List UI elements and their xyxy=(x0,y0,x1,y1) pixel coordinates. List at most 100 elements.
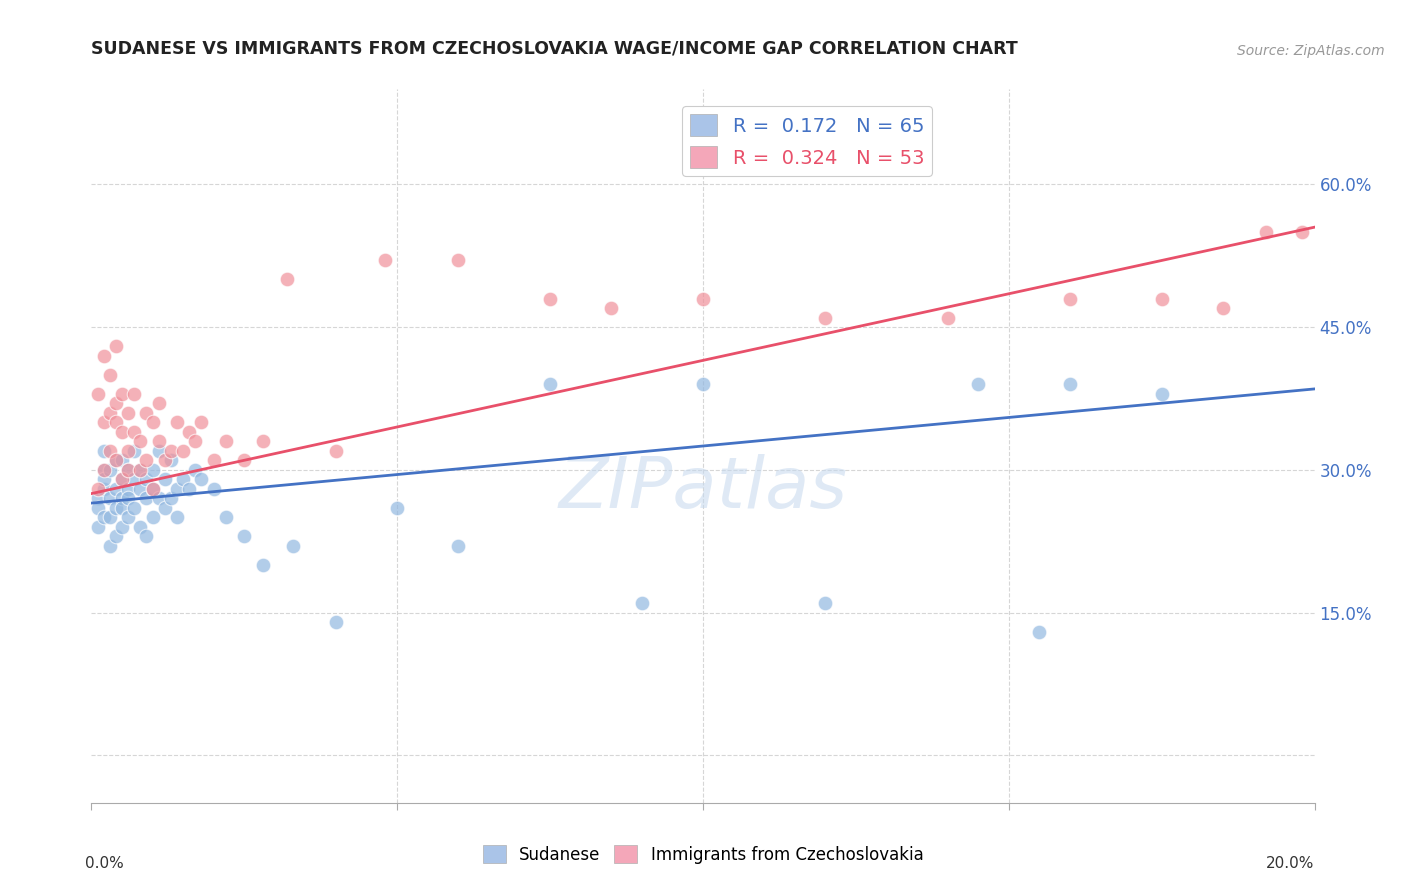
Point xyxy=(166,510,188,524)
Point xyxy=(122,443,145,458)
Point xyxy=(86,491,108,506)
Point xyxy=(184,463,207,477)
Point xyxy=(122,425,145,439)
Point xyxy=(129,482,152,496)
Point xyxy=(117,491,139,506)
Point xyxy=(93,415,115,429)
Point xyxy=(153,453,176,467)
Point xyxy=(104,482,127,496)
Point xyxy=(111,386,134,401)
Point xyxy=(374,253,396,268)
Point xyxy=(148,434,170,449)
Point xyxy=(135,491,157,506)
Point xyxy=(233,529,256,543)
Point xyxy=(631,596,654,610)
Point xyxy=(117,463,139,477)
Point xyxy=(148,396,170,410)
Point xyxy=(141,510,163,524)
Point xyxy=(166,415,188,429)
Point xyxy=(190,472,212,486)
Point xyxy=(1212,301,1234,315)
Point xyxy=(141,482,163,496)
Point xyxy=(166,482,188,496)
Point xyxy=(202,453,225,467)
Point xyxy=(111,425,134,439)
Point xyxy=(117,463,139,477)
Point xyxy=(538,292,561,306)
Point xyxy=(1150,292,1173,306)
Point xyxy=(814,596,837,610)
Point xyxy=(184,434,207,449)
Point xyxy=(160,491,183,506)
Point xyxy=(129,463,152,477)
Point xyxy=(1291,225,1313,239)
Point xyxy=(1059,377,1081,392)
Point xyxy=(93,463,115,477)
Point xyxy=(104,339,127,353)
Point xyxy=(104,529,127,543)
Point xyxy=(93,482,115,496)
Text: SUDANESE VS IMMIGRANTS FROM CZECHOSLOVAKIA WAGE/INCOME GAP CORRELATION CHART: SUDANESE VS IMMIGRANTS FROM CZECHOSLOVAK… xyxy=(91,40,1018,58)
Point xyxy=(111,500,134,515)
Point xyxy=(1028,624,1050,639)
Point xyxy=(215,510,238,524)
Point xyxy=(325,443,347,458)
Point xyxy=(111,453,134,467)
Point xyxy=(135,529,157,543)
Point xyxy=(283,539,305,553)
Point xyxy=(936,310,959,325)
Point xyxy=(86,482,108,496)
Point xyxy=(814,310,837,325)
Point xyxy=(93,349,115,363)
Point xyxy=(160,453,183,467)
Point xyxy=(692,292,714,306)
Point xyxy=(122,472,145,486)
Point xyxy=(98,443,121,458)
Point xyxy=(111,520,134,534)
Point xyxy=(179,482,201,496)
Point xyxy=(98,406,121,420)
Point xyxy=(111,491,134,506)
Point xyxy=(153,500,176,515)
Point xyxy=(98,539,121,553)
Point xyxy=(129,463,152,477)
Point xyxy=(447,253,470,268)
Point xyxy=(538,377,561,392)
Point xyxy=(252,434,274,449)
Point xyxy=(93,463,115,477)
Text: 0.0%: 0.0% xyxy=(86,856,124,871)
Point xyxy=(385,500,409,515)
Point xyxy=(148,491,170,506)
Point xyxy=(252,558,274,572)
Point xyxy=(141,463,163,477)
Point xyxy=(692,377,714,392)
Point xyxy=(98,368,121,382)
Point xyxy=(141,482,163,496)
Point xyxy=(325,615,347,629)
Point xyxy=(117,443,139,458)
Point xyxy=(111,472,134,486)
Point xyxy=(172,472,194,486)
Text: 20.0%: 20.0% xyxy=(1267,856,1315,871)
Point xyxy=(86,386,108,401)
Point xyxy=(86,520,108,534)
Point xyxy=(447,539,470,553)
Point xyxy=(111,472,134,486)
Point xyxy=(276,272,298,286)
Point xyxy=(104,453,127,467)
Point xyxy=(104,453,127,467)
Point xyxy=(93,443,115,458)
Point xyxy=(98,463,121,477)
Point xyxy=(98,491,121,506)
Point xyxy=(190,415,212,429)
Point xyxy=(141,415,163,429)
Point xyxy=(215,434,238,449)
Point xyxy=(129,520,152,534)
Point xyxy=(122,386,145,401)
Point xyxy=(93,510,115,524)
Point xyxy=(104,415,127,429)
Point xyxy=(160,443,183,458)
Point xyxy=(122,500,145,515)
Point xyxy=(179,425,201,439)
Point xyxy=(117,510,139,524)
